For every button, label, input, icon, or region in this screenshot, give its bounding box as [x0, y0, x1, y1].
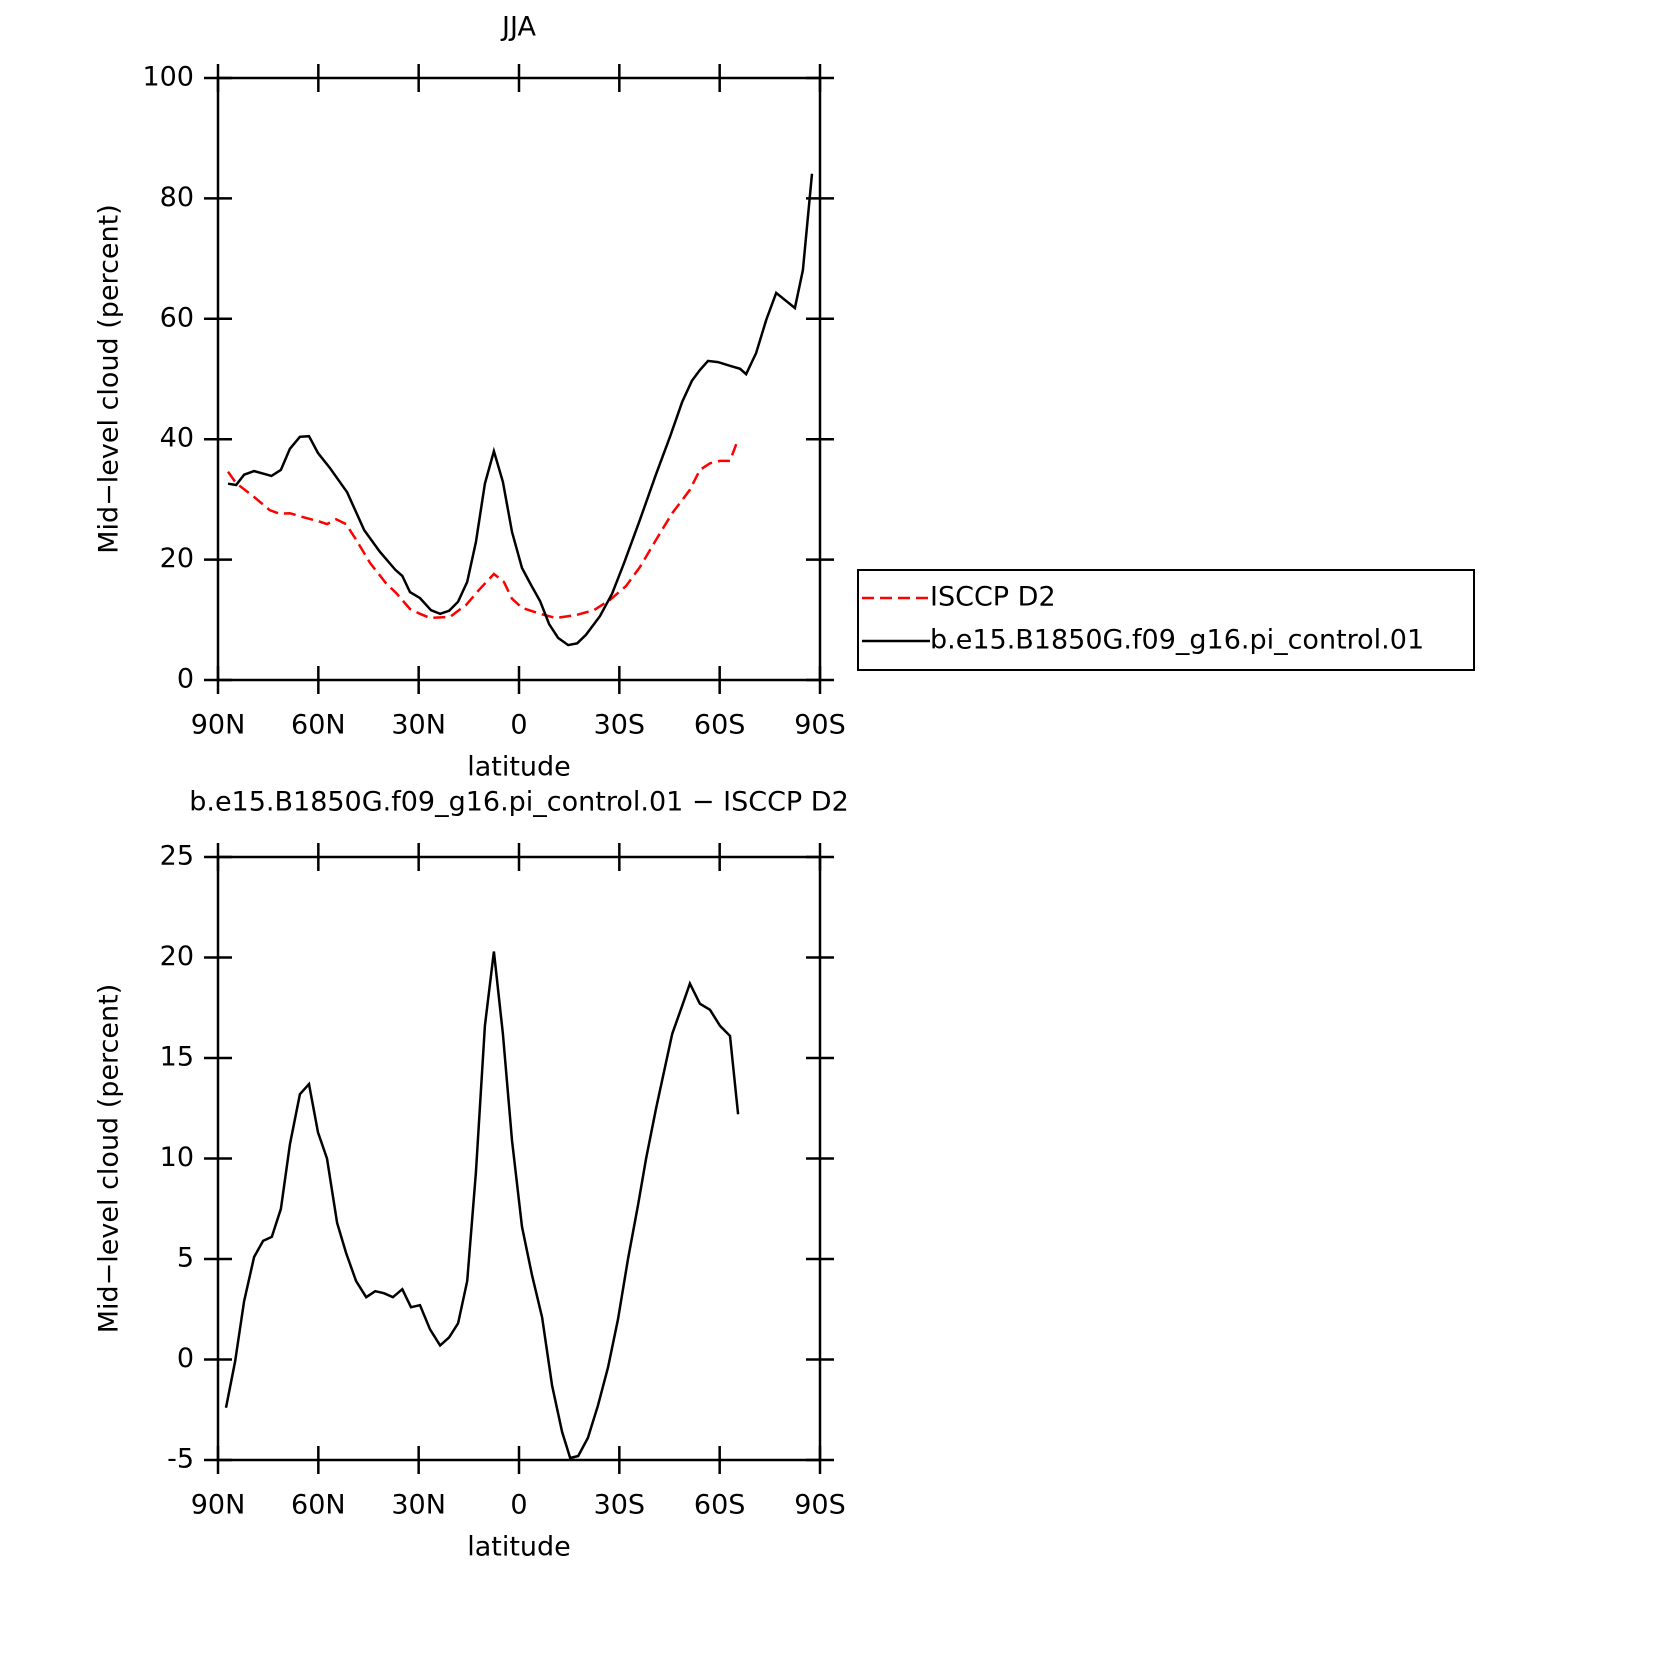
plot-frame — [216, 76, 822, 682]
x-tick-label: 90S — [794, 710, 846, 741]
y-tick-label: 100 — [142, 62, 194, 93]
y-axis-label: Mid−level cloud (percent) — [94, 984, 125, 1334]
x-tick-label: 0 — [510, 1490, 527, 1521]
series-line — [226, 438, 740, 620]
chart-title: JJA — [500, 12, 536, 43]
chart-title: b.e15.B1850G.f09_g16.pi_control.01 − ISC… — [189, 787, 849, 818]
x-tick-label: 90N — [191, 1490, 246, 1521]
legend-label: ISCCP D2 — [930, 582, 1056, 613]
y-tick-label: 20 — [160, 941, 194, 972]
series-line — [224, 951, 740, 1460]
y-tick-label: 20 — [160, 543, 194, 574]
y-tick-label: 10 — [160, 1142, 194, 1173]
x-tick-label: 90N — [191, 710, 246, 741]
x-axis-label: latitude — [467, 1532, 571, 1563]
x-tick-label: 30S — [594, 710, 646, 741]
y-tick-label: 25 — [160, 841, 194, 872]
y-tick-label: 5 — [177, 1243, 194, 1274]
x-tick-label: 30N — [391, 1490, 446, 1521]
y-tick-label: 0 — [177, 1343, 194, 1374]
y-tick-label: 40 — [160, 423, 194, 454]
x-tick-label: 60N — [291, 1490, 346, 1521]
x-tick-label: 0 — [510, 710, 527, 741]
y-axis-label: Mid−level cloud (percent) — [94, 204, 125, 554]
x-axis-label: latitude — [467, 752, 571, 783]
x-tick-label: 60N — [291, 710, 346, 741]
x-tick-label: 30N — [391, 710, 446, 741]
x-tick-label: 30S — [594, 1490, 646, 1521]
y-tick-label: 15 — [160, 1042, 194, 1073]
series-line — [227, 173, 814, 647]
plot-frame — [216, 855, 822, 1462]
legend-box — [857, 569, 1475, 671]
y-tick-label: -5 — [167, 1444, 194, 1475]
legend-label: b.e15.B1850G.f09_g16.pi_control.01 — [930, 625, 1424, 656]
x-tick-label: 60S — [694, 1490, 746, 1521]
y-tick-label: 80 — [160, 182, 194, 213]
y-tick-label: 0 — [177, 664, 194, 695]
x-tick-label: 60S — [694, 710, 746, 741]
y-tick-label: 60 — [160, 302, 194, 333]
x-tick-label: 90S — [794, 1490, 846, 1521]
